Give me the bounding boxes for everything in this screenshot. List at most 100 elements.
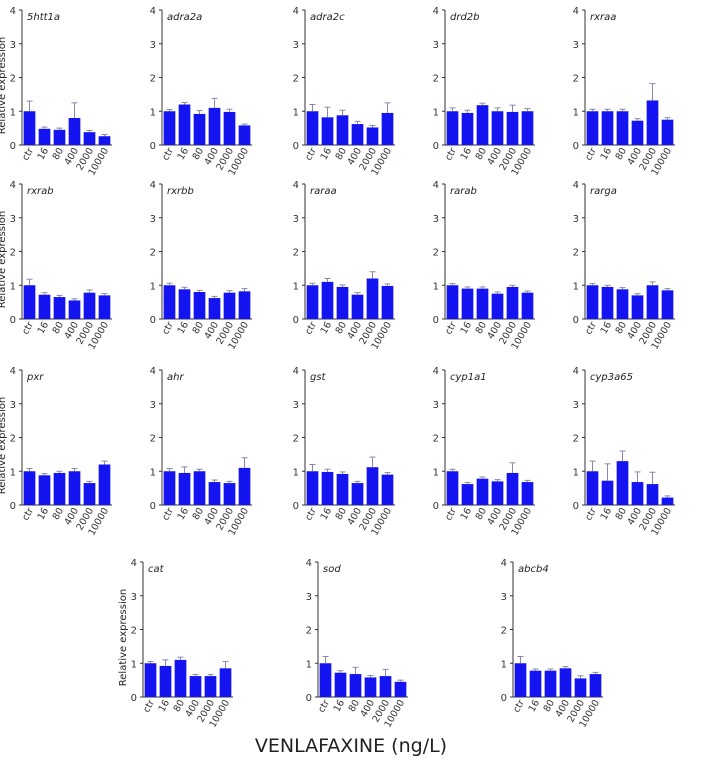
bar-ctr [23, 285, 36, 319]
x-tick-label: 80 [614, 506, 630, 522]
bar-10000 [521, 292, 534, 319]
y-tick-label: 4 [501, 558, 507, 569]
bar-ctr [163, 285, 176, 319]
bar-10000 [394, 681, 407, 697]
x-tick-label: ctr [160, 506, 176, 523]
bar-80 [544, 670, 557, 697]
bar-10000 [589, 674, 602, 697]
x-tick-label: 16 [599, 146, 615, 162]
bar-80 [616, 461, 629, 505]
chart-title: adra2a [167, 12, 202, 23]
y-tick-label: 1 [150, 107, 156, 118]
bar-16 [334, 672, 347, 697]
y-tick-label: 2 [306, 626, 312, 637]
y-tick-label: 4 [10, 6, 16, 17]
x-tick-label: 80 [474, 320, 490, 336]
y-tick-label: 2 [573, 434, 579, 445]
y-tick-label: 3 [10, 400, 16, 411]
y-tick-label: 2 [573, 74, 579, 85]
bar-10000 [219, 668, 232, 697]
x-tick-label: 80 [51, 146, 67, 162]
y-tick-label: 1 [433, 107, 439, 118]
x-tick-label: 16 [459, 146, 475, 162]
chart-title: rxraa [590, 12, 616, 23]
bar-ctr [144, 663, 157, 697]
bar-16 [178, 472, 191, 505]
y-tick-label: 3 [293, 214, 299, 225]
x-tick-label: ctr [20, 506, 36, 523]
bar-400 [208, 482, 221, 505]
y-tick-label: 3 [150, 400, 156, 411]
y-tick-label: 1 [573, 281, 579, 292]
x-tick-label: 80 [51, 320, 67, 336]
y-tick-label: 3 [433, 400, 439, 411]
x-tick-label: ctr [303, 146, 319, 163]
y-tick-label: 2 [10, 434, 16, 445]
x-tick-label: 80 [614, 146, 630, 162]
y-tick-label: 2 [501, 626, 507, 637]
bar-400 [631, 120, 644, 145]
bar-ctr [306, 471, 319, 505]
y-tick-label: 0 [10, 501, 16, 512]
y-tick-label: 1 [433, 467, 439, 478]
x-tick-label: 80 [334, 146, 350, 162]
bar-2000 [83, 132, 96, 145]
chart-title: gst [310, 372, 327, 383]
bar-400 [351, 294, 364, 319]
bar-ctr [446, 111, 459, 145]
x-tick-label: 16 [176, 320, 192, 336]
y-axis-label: Relative expression [0, 397, 8, 494]
x-tick-label: 16 [332, 698, 348, 714]
bar-10000 [521, 111, 534, 145]
x-tick-label: ctr [583, 146, 599, 163]
bar-400 [208, 107, 221, 145]
bar-ctr [514, 663, 527, 697]
bar-400 [351, 124, 364, 145]
x-tick-label: ctr [443, 506, 459, 523]
bar-80 [193, 471, 206, 505]
y-tick-label: 1 [131, 659, 137, 670]
bar-16 [529, 670, 542, 697]
bar-ctr [163, 111, 176, 145]
chart-title: adra2c [310, 12, 345, 23]
y-tick-label: 4 [433, 180, 439, 191]
y-tick-label: 4 [10, 366, 16, 377]
y-tick-label: 1 [293, 107, 299, 118]
x-tick-label: 16 [527, 698, 543, 714]
bar-80 [53, 472, 66, 505]
y-tick-label: 0 [433, 501, 439, 512]
x-tick-label: 16 [599, 320, 615, 336]
y-tick-label: 1 [573, 467, 579, 478]
x-tick-label: 80 [542, 698, 558, 714]
y-tick-label: 3 [131, 592, 137, 603]
bar-16 [178, 104, 191, 145]
y-tick-label: 0 [433, 141, 439, 152]
x-tick-label: ctr [160, 320, 176, 337]
x-tick-label: 16 [36, 320, 52, 336]
bar-ctr [586, 285, 599, 319]
y-tick-label: 2 [131, 626, 137, 637]
y-tick-label: 0 [306, 693, 312, 704]
bar-400 [491, 111, 504, 145]
bar-2000 [223, 483, 236, 505]
y-tick-label: 3 [306, 592, 312, 603]
bar-ctr [306, 111, 319, 145]
x-tick-label: 16 [176, 506, 192, 522]
y-tick-label: 1 [293, 467, 299, 478]
bar-16 [461, 112, 474, 145]
y-tick-label: 0 [293, 141, 299, 152]
chart-title: raraa [310, 186, 337, 197]
bar-16 [38, 475, 51, 505]
y-tick-label: 2 [573, 248, 579, 259]
bar-400 [68, 118, 81, 145]
figure-x-axis-label: VENLAFAXINE (ng/L) [254, 735, 448, 757]
x-tick-label: 80 [191, 320, 207, 336]
x-tick-label: ctr [141, 698, 157, 715]
